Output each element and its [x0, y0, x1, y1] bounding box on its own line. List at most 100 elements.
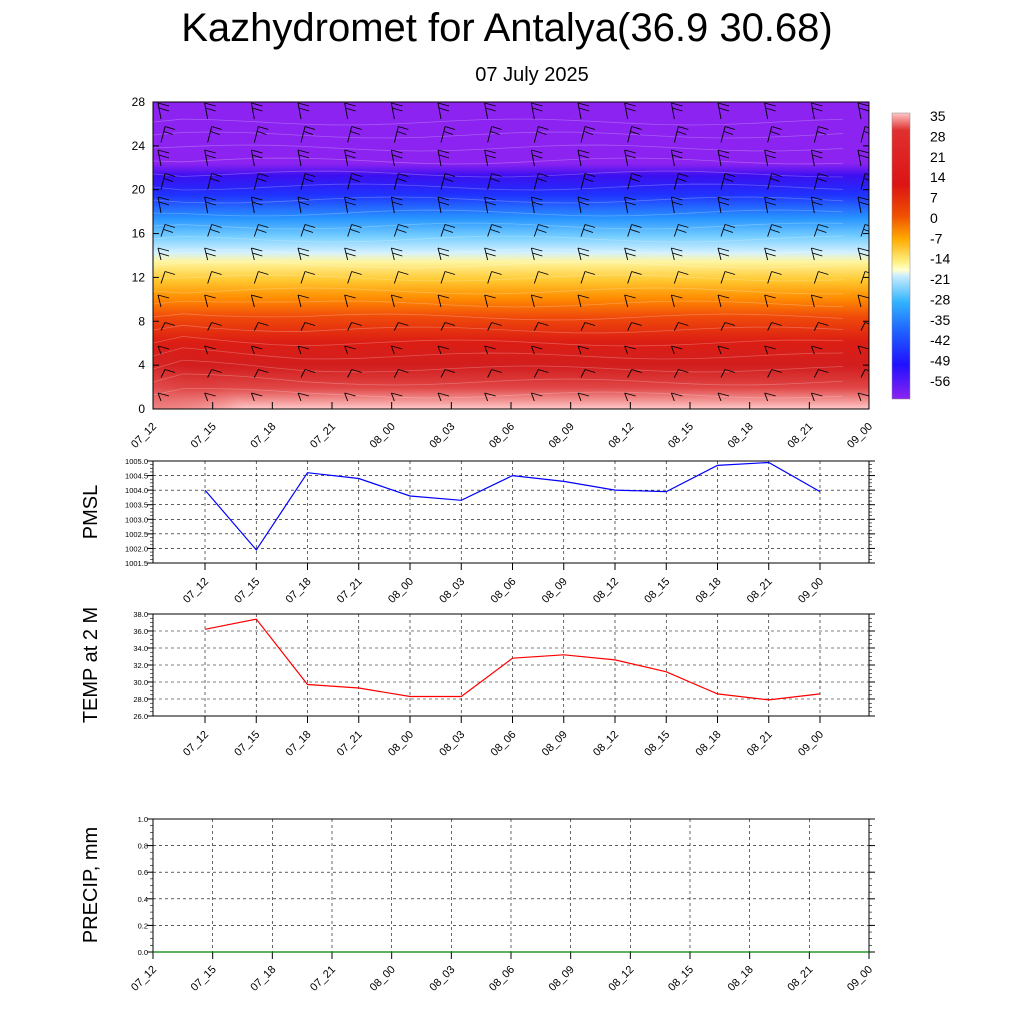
y-tick-label: 30.0 — [133, 678, 148, 687]
wind-barb-flag — [631, 322, 642, 326]
wind-barb — [720, 224, 726, 237]
wind-barb-flag — [491, 322, 502, 326]
wind-barb-flag — [297, 247, 310, 252]
wind-barb-flag — [211, 126, 222, 130]
wind-barb-flag — [437, 294, 450, 299]
wind-barb-flag — [158, 154, 170, 159]
wind-barb — [344, 392, 349, 402]
wind-barb-flag — [811, 102, 823, 107]
wind-barb-flag — [532, 201, 543, 206]
wind-barb — [717, 102, 722, 120]
wind-barb-flag — [444, 173, 456, 177]
wind-barb-flag — [678, 224, 689, 228]
wind-barb-flag — [251, 102, 263, 107]
wind-barb-flag — [857, 345, 869, 350]
wind-barb-flag — [538, 369, 549, 373]
wind-barb-flag — [257, 178, 267, 182]
wind-barb — [484, 392, 489, 402]
wind-barb-flag — [211, 271, 222, 275]
wind-barb-flag — [531, 294, 543, 299]
wind-barb-flag — [671, 149, 683, 154]
wind-barb-flag — [858, 201, 869, 206]
wind-barb-flag — [718, 107, 730, 112]
colorbar-label: -28 — [930, 291, 950, 307]
wind-barb — [440, 173, 446, 190]
x-tick-label: 08_00 — [368, 964, 398, 994]
wind-barb-flag — [717, 392, 730, 397]
wind-barb-flag — [765, 154, 776, 159]
wind-barb-flag — [485, 154, 496, 159]
wind-barb-flag — [157, 149, 170, 154]
wind-barb-flag — [864, 126, 869, 129]
wind-barb-flag — [251, 345, 263, 350]
wind-barb — [204, 102, 209, 120]
wind-barb — [857, 102, 862, 120]
wind-barb-flag — [164, 224, 176, 228]
wind-barb-flag — [578, 154, 590, 159]
wind-barb — [717, 392, 722, 402]
wind-barb-flag — [764, 196, 776, 201]
wind-barb-flag — [857, 102, 869, 107]
wind-barb-flag — [578, 201, 590, 206]
wind-barb — [624, 102, 629, 120]
wind-barb-flag — [717, 102, 730, 107]
wind-barb-flag — [164, 126, 176, 130]
wind-barb-flag — [297, 345, 310, 350]
wind-barb — [207, 126, 213, 143]
x-tick-label: 07_18 — [284, 729, 314, 759]
wind-barb-flag — [204, 247, 216, 252]
wind-barb-flag — [210, 229, 220, 233]
wind-barb — [530, 247, 535, 261]
wind-barb — [487, 126, 493, 143]
wind-barb-flag — [443, 131, 454, 135]
wind-barb-flag — [864, 369, 869, 372]
wind-barb-flag — [297, 294, 310, 299]
y-tick-label: 0.8 — [138, 842, 148, 851]
wind-barb — [440, 271, 446, 284]
wind-barb-flag — [672, 107, 683, 112]
wind-barb — [764, 196, 769, 214]
wind-barb — [717, 247, 722, 261]
wind-barb-flag — [537, 229, 547, 233]
wind-barb-flag — [258, 322, 269, 326]
wind-barb-flag — [392, 154, 403, 159]
colorbar-label: 21 — [930, 149, 946, 165]
wind-barb — [860, 173, 866, 190]
wind-barb — [764, 247, 769, 261]
wind-barb-flag — [577, 294, 590, 299]
wind-barb-flag — [304, 322, 316, 326]
heatmap-x-tick-label: 08_12 — [606, 421, 636, 451]
wind-barb — [717, 149, 722, 167]
y-tick-label: 1002.5 — [125, 530, 148, 539]
wind-barb — [533, 173, 539, 190]
wind-barb-flag — [817, 229, 827, 233]
x-tick-label: 07_18 — [248, 964, 278, 994]
wind-barb — [670, 149, 675, 167]
wind-barb-flag — [818, 224, 829, 228]
y-tick-label: 1005.0 — [125, 457, 148, 466]
contour-line — [153, 196, 844, 204]
wind-barb-flag — [205, 107, 216, 112]
x-tick-label: 08_00 — [386, 729, 416, 759]
contour-line — [153, 300, 844, 308]
wind-barb-flag — [531, 149, 543, 154]
wind-barb — [624, 345, 629, 355]
wind-barb-flag — [583, 178, 594, 182]
wind-barb — [810, 196, 815, 214]
wind-barb-flag — [624, 102, 636, 107]
wind-barb-flag — [864, 271, 869, 274]
wind-barb-flag — [351, 126, 362, 130]
wind-barb-flag — [630, 229, 640, 233]
x-tick-label: 07_21 — [335, 729, 365, 759]
heatmap-y-tick-label: 4 — [138, 358, 145, 372]
wind-barb-flag — [205, 252, 216, 257]
wind-barb — [393, 173, 399, 190]
wind-barb — [857, 294, 862, 308]
wind-barb-flag — [538, 322, 549, 326]
wind-barb — [344, 149, 349, 167]
wind-barb-flag — [344, 149, 356, 154]
colorbar-label: -35 — [930, 312, 950, 328]
wind-barb-flag — [584, 126, 596, 130]
y-tick-label: 1004.5 — [125, 472, 148, 481]
